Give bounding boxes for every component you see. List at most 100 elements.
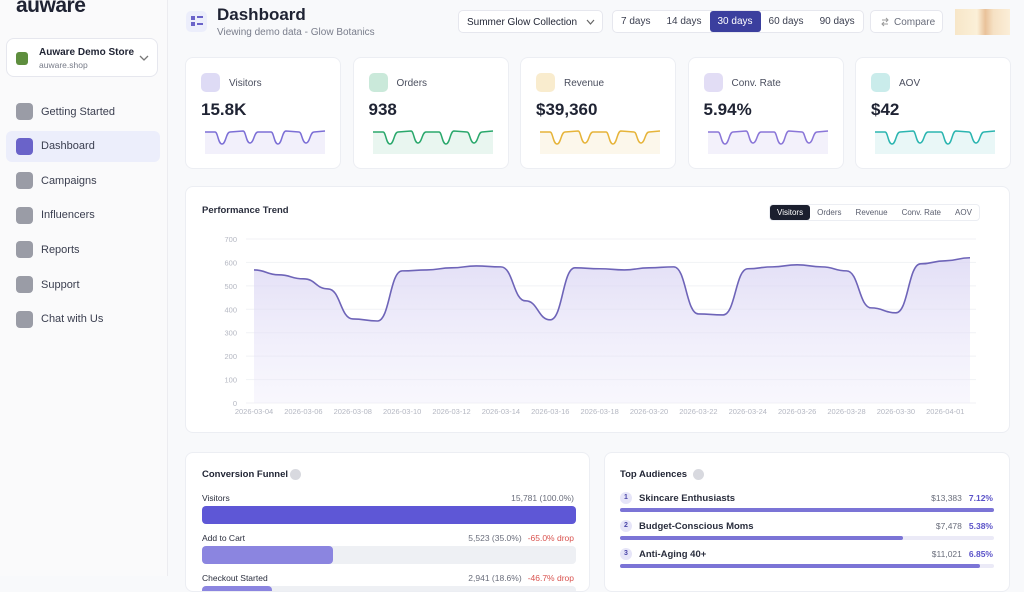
nav-icon <box>16 206 33 224</box>
kpi-icon <box>368 73 388 92</box>
y-tick-label: 0 <box>233 399 237 408</box>
nav-label: Campaigns <box>41 174 97 187</box>
x-tick-label: 2026-03-26 <box>778 407 816 416</box>
y-tick-label: 700 <box>224 235 237 244</box>
sparkline-line <box>707 130 828 145</box>
metric-tab[interactable]: Conv. Rate <box>901 208 942 217</box>
range-button[interactable]: 60 days <box>768 16 804 27</box>
range-button[interactable]: 14 days <box>666 16 702 27</box>
x-tick-label: 2026-03-20 <box>630 407 668 416</box>
nav-item[interactable]: Influencers <box>6 200 160 231</box>
sparkline-line <box>372 130 493 145</box>
range-button[interactable]: 30 days <box>709 11 761 32</box>
line <box>253 256 971 322</box>
nav-item[interactable]: Reports <box>6 234 160 265</box>
chart: Performance Trend 0 100 200 300 400 500 600 700… <box>202 205 976 416</box>
kpi-card: AOV $42 <box>855 57 1011 169</box>
sparkline <box>372 130 493 154</box>
kpi-label: AOV <box>899 78 921 89</box>
rank-badge: 2 <box>620 520 632 532</box>
audience-stats: $13,383 7.12% <box>931 493 993 503</box>
metric-tabs: Visitors Orders Revenue Conv. Rate AOV <box>769 204 980 221</box>
audience-bar <box>620 564 980 568</box>
nav-label: Influencers <box>41 209 95 222</box>
sparkline-line <box>205 130 326 145</box>
compare-icon <box>881 17 889 27</box>
info-icon <box>693 469 704 480</box>
area <box>254 257 970 403</box>
kpi-value: 15.8K <box>201 100 247 119</box>
funnel-bar <box>202 546 333 564</box>
metric-tab[interactable]: AOV <box>955 208 972 217</box>
funnel-title: Conversion Funnel <box>202 469 289 480</box>
kpi-icon <box>703 73 723 92</box>
nav-item[interactable]: Dashboard <box>6 130 160 162</box>
y-tick-label: 400 <box>224 305 237 314</box>
nav-item[interactable]: Getting Started <box>6 96 160 127</box>
nav-label: Support <box>41 278 80 291</box>
sparkline <box>205 130 326 154</box>
funnel-label: Checkout Started <box>202 573 268 583</box>
avatar[interactable] <box>955 9 1010 35</box>
nav-item[interactable]: Chat with Us <box>6 304 160 335</box>
nav-item[interactable]: Support <box>6 269 160 300</box>
nav-label: Chat with Us <box>41 313 104 326</box>
x-tick-label: 2026-03-16 <box>531 407 569 416</box>
funnel-bar <box>202 586 272 591</box>
funnel-track <box>202 506 576 524</box>
nav-icon <box>16 172 33 190</box>
x-tick-label: 2026-03-04 <box>235 407 273 416</box>
kpi-label: Orders <box>396 78 428 89</box>
kpi-card: Visitors 15.8K <box>185 57 341 169</box>
kpi-icon <box>201 73 220 92</box>
kpi-card: Conv. Rate 5.94% <box>687 57 844 169</box>
funnel-drop: -65.0% drop <box>527 533 574 543</box>
x-tick-label: 2026-03-30 <box>877 407 915 416</box>
audience-track <box>620 536 994 540</box>
performance-card: Performance Trend 0 100 200 300 400 500 600 700… <box>185 186 1010 433</box>
sparkline-area <box>205 131 325 154</box>
audience-rate: 7.12% <box>968 493 993 503</box>
sparkline <box>707 130 828 154</box>
sparkline-area <box>875 131 995 154</box>
page: auware Auware Demo Store auware.shop Get… <box>6 0 1011 592</box>
sparkline-area <box>372 131 493 154</box>
audience-name[interactable]: Budget-Conscious Moms <box>639 521 754 532</box>
x-tick-label: 2026-03-12 <box>432 407 470 416</box>
audiences-title: Top Audiences <box>620 469 688 480</box>
chevron <box>586 19 595 25</box>
range-button[interactable]: 7 days <box>621 16 651 27</box>
audience-name[interactable]: Anti-Aging 40+ <box>639 549 707 560</box>
compare-label: Compare <box>894 17 936 28</box>
metric-tab[interactable]: Visitors <box>770 205 811 220</box>
range-selector: 7 days 14 days 30 days 60 days 90 days <box>612 10 864 33</box>
store-switcher[interactable]: Auware Demo Store auware.shop <box>6 38 158 77</box>
kpi-label: Revenue <box>564 78 605 89</box>
page-title: Dashboard <box>217 5 306 24</box>
audience-revenue: $7,478 <box>935 521 962 531</box>
y-tick-label: 300 <box>224 329 237 338</box>
kpi-icon <box>536 73 555 92</box>
range-button[interactable]: 90 days <box>819 16 855 27</box>
audience-track <box>620 508 994 512</box>
compare-button[interactable]: Compare <box>870 10 943 33</box>
x-tick-label: 2026-03-18 <box>580 407 618 416</box>
funnel-bar <box>202 506 576 524</box>
x-tick-label: 2026-03-28 <box>827 407 865 416</box>
metric-tab[interactable]: Revenue <box>855 208 888 217</box>
funnel-value: 2,941 (18.6%) <box>468 573 522 583</box>
metric-tab[interactable]: Orders <box>817 208 842 217</box>
audience-name[interactable]: Skincare Enthusiasts <box>639 493 736 504</box>
collection-select[interactable]: Summer Glow Collection <box>458 10 603 33</box>
x-tick-label: 2026-03-24 <box>729 407 767 416</box>
nav-label: Dashboard <box>41 140 95 153</box>
nav-icon <box>16 310 33 328</box>
nav-item[interactable]: Campaigns <box>6 165 160 196</box>
brand: auware <box>16 0 86 17</box>
funnel-stats: 2,941 (18.6%) -46.7% drop <box>468 573 574 583</box>
chart-title: Performance Trend <box>202 205 289 216</box>
audience-stats: $7,478 5.38% <box>936 521 993 531</box>
funnel-track <box>202 546 576 564</box>
kpi-value: $42 <box>871 100 900 119</box>
sparkline-line <box>875 130 996 145</box>
